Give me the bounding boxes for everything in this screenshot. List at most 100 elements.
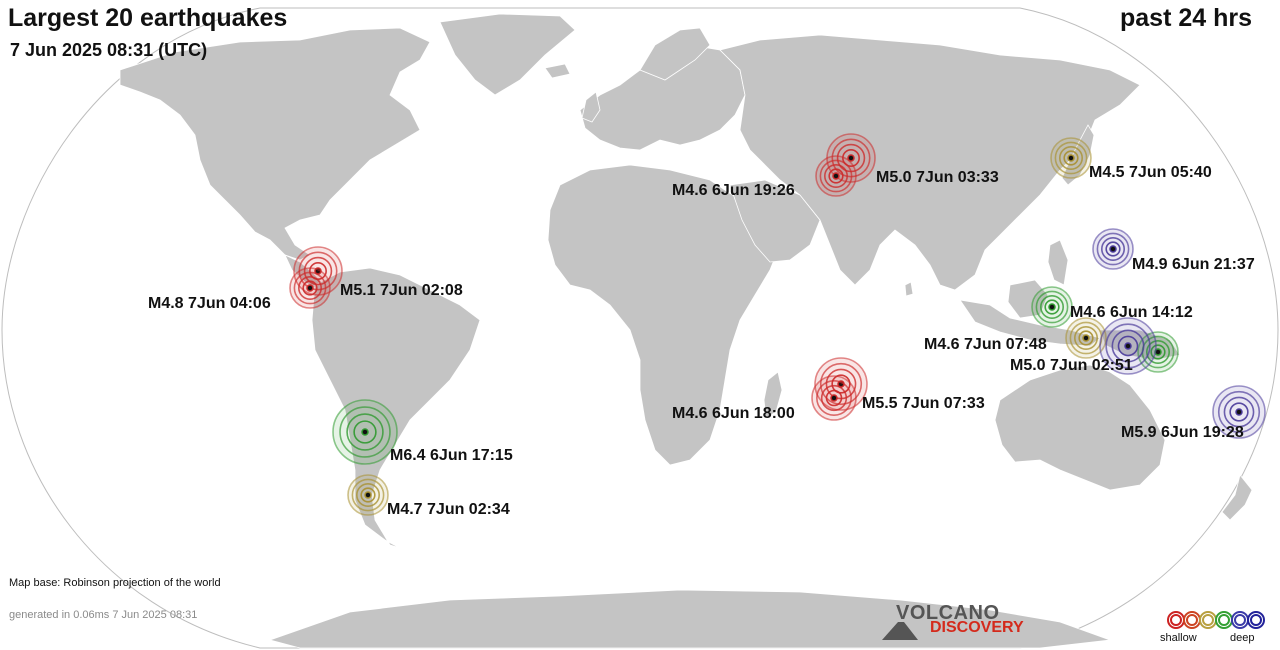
quake-ring (1096, 232, 1130, 266)
legend-depth-circle (1247, 611, 1265, 629)
time-period: past 24 hrs (1119, 4, 1252, 32)
land-greenland (439, 13, 576, 96)
land-new-zealand (1221, 474, 1253, 521)
quake-epicenter (1067, 154, 1075, 162)
quake-ring (1101, 237, 1126, 262)
quake-ring (1078, 330, 1094, 346)
quake-ring (823, 164, 848, 189)
earthquake-markers: M5.0 7Jun 03:33 M4.6 6Jun 19:26 M4.5 7Jun … (148, 133, 1266, 518)
legend-deep-label: deep (1230, 632, 1255, 644)
quake-epicenter (832, 172, 840, 180)
quake-label: M4.6 7Jun 07:48 (924, 336, 1047, 353)
quake-label: M5.0 7Jun 02:51 (1010, 357, 1133, 374)
quake-epicenter (364, 491, 372, 499)
quake-ring (1217, 390, 1261, 434)
quake-ring (302, 280, 318, 296)
quake-epicenter (306, 284, 314, 292)
quake-marker[interactable]: M4.6 6Jun 18:00 (672, 375, 857, 422)
quake-label: M6.4 6Jun 17:15 (390, 447, 513, 464)
quake-epicenter (1235, 408, 1243, 416)
map-base-note: Map base: Robinson projection of the wor… (9, 577, 221, 589)
quake-epicenter (1048, 303, 1056, 311)
quake-label: M4.5 7Jun 05:40 (1089, 164, 1212, 181)
quake-label: M5.9 6Jun 19:28 (1121, 424, 1244, 441)
quake-marker[interactable]: M4.9 6Jun 21:37 (1092, 228, 1255, 273)
quake-ring (360, 487, 376, 503)
quake-epicenter (1124, 342, 1132, 350)
land-asia (719, 34, 1141, 291)
quake-ring (825, 389, 843, 407)
quake-marker[interactable]: M5.0 7Jun 02:51 (1010, 317, 1157, 375)
quake-ring (1035, 290, 1069, 324)
quake-ring (831, 374, 851, 394)
quake-ring (1063, 150, 1079, 166)
quake-label: M5.0 7Jun 03:33 (876, 169, 999, 186)
volcano-icon (882, 622, 918, 640)
quake-ring (1105, 241, 1121, 257)
legend-depth-circle (1234, 614, 1246, 626)
legend-depth-circle (1218, 614, 1230, 626)
quake-ring (1040, 294, 1065, 319)
quake-ring (816, 380, 852, 416)
quake-epicenter (361, 428, 369, 436)
quake-label: M4.6 6Jun 14:12 (1070, 304, 1193, 321)
quake-ring (1111, 329, 1145, 363)
quake-ring (828, 168, 844, 184)
quake-marker[interactable]: M4.6 6Jun 14:12 (1031, 286, 1193, 328)
quake-ring (820, 384, 848, 412)
land-britain (581, 91, 601, 123)
timestamp: 7 Jun 2025 08:31 (UTC) (10, 40, 208, 60)
quake-label: M4.9 6Jun 21:37 (1132, 256, 1255, 273)
quake-marker[interactable]: M4.5 7Jun 05:40 (1050, 137, 1212, 181)
legend-shallow-label: shallow (1160, 632, 1197, 644)
land-arabia (729, 179, 821, 263)
quake-ring (819, 159, 853, 193)
quake-marker[interactable]: M4.8 7Jun 04:06 (148, 267, 331, 312)
quake-ring (1146, 339, 1171, 364)
land-borneo (1007, 279, 1049, 319)
quake-epicenter (830, 394, 838, 402)
quake-marker[interactable]: M4.7 7Jun 02:34 (347, 474, 510, 518)
quake-ring (1150, 344, 1166, 360)
volcano-discovery-logo[interactable]: VOLCANO DISCOVERY (880, 602, 1040, 642)
land-masses (119, 13, 1253, 649)
quake-marker[interactable]: M5.5 7Jun 07:33 (814, 357, 985, 412)
quake-marker[interactable] (1137, 331, 1179, 373)
quake-ring (1054, 141, 1088, 175)
page-title: Largest 20 earthquakes (8, 4, 288, 32)
quake-label: M5.1 7Jun 02:08 (340, 282, 463, 299)
quake-label: M5.5 7Jun 07:33 (862, 395, 985, 412)
legend-depth-circle (1170, 614, 1182, 626)
quake-epicenter (847, 154, 855, 162)
quake-ring (819, 362, 863, 406)
land-indonesia (959, 299, 1101, 347)
quake-ring (1229, 402, 1249, 422)
land-australia (994, 364, 1166, 491)
quake-ring (842, 149, 860, 167)
quake-ring (1074, 325, 1099, 350)
land-north-america (119, 27, 431, 261)
quake-label: M4.6 6Jun 18:00 (672, 405, 795, 422)
land-scandinavia (639, 27, 711, 81)
quake-ring (353, 420, 377, 444)
quake-marker[interactable]: M6.4 6Jun 17:15 (332, 399, 513, 465)
quake-ring (1223, 396, 1255, 428)
legend-depth-circle (1202, 614, 1214, 626)
quake-marker[interactable]: M4.6 6Jun 19:26 (672, 155, 857, 199)
quake-marker[interactable]: M5.9 6Jun 19:28 (1121, 385, 1266, 441)
land-south-america (311, 267, 481, 549)
quake-ring (1117, 335, 1139, 357)
logo-text-discovery: DISCOVERY (930, 619, 1024, 636)
quake-ring (1059, 146, 1084, 171)
quake-epicenter (1082, 334, 1090, 342)
land-philippines (1047, 239, 1069, 286)
quake-ring (339, 406, 391, 458)
quake-ring (293, 271, 327, 305)
quake-label: M4.7 7Jun 02:34 (387, 501, 510, 518)
quake-ring (303, 256, 333, 286)
quake-epicenter (1109, 245, 1117, 253)
quake-ring (297, 275, 322, 300)
quake-ring (351, 478, 385, 512)
quake-ring (1105, 323, 1151, 369)
